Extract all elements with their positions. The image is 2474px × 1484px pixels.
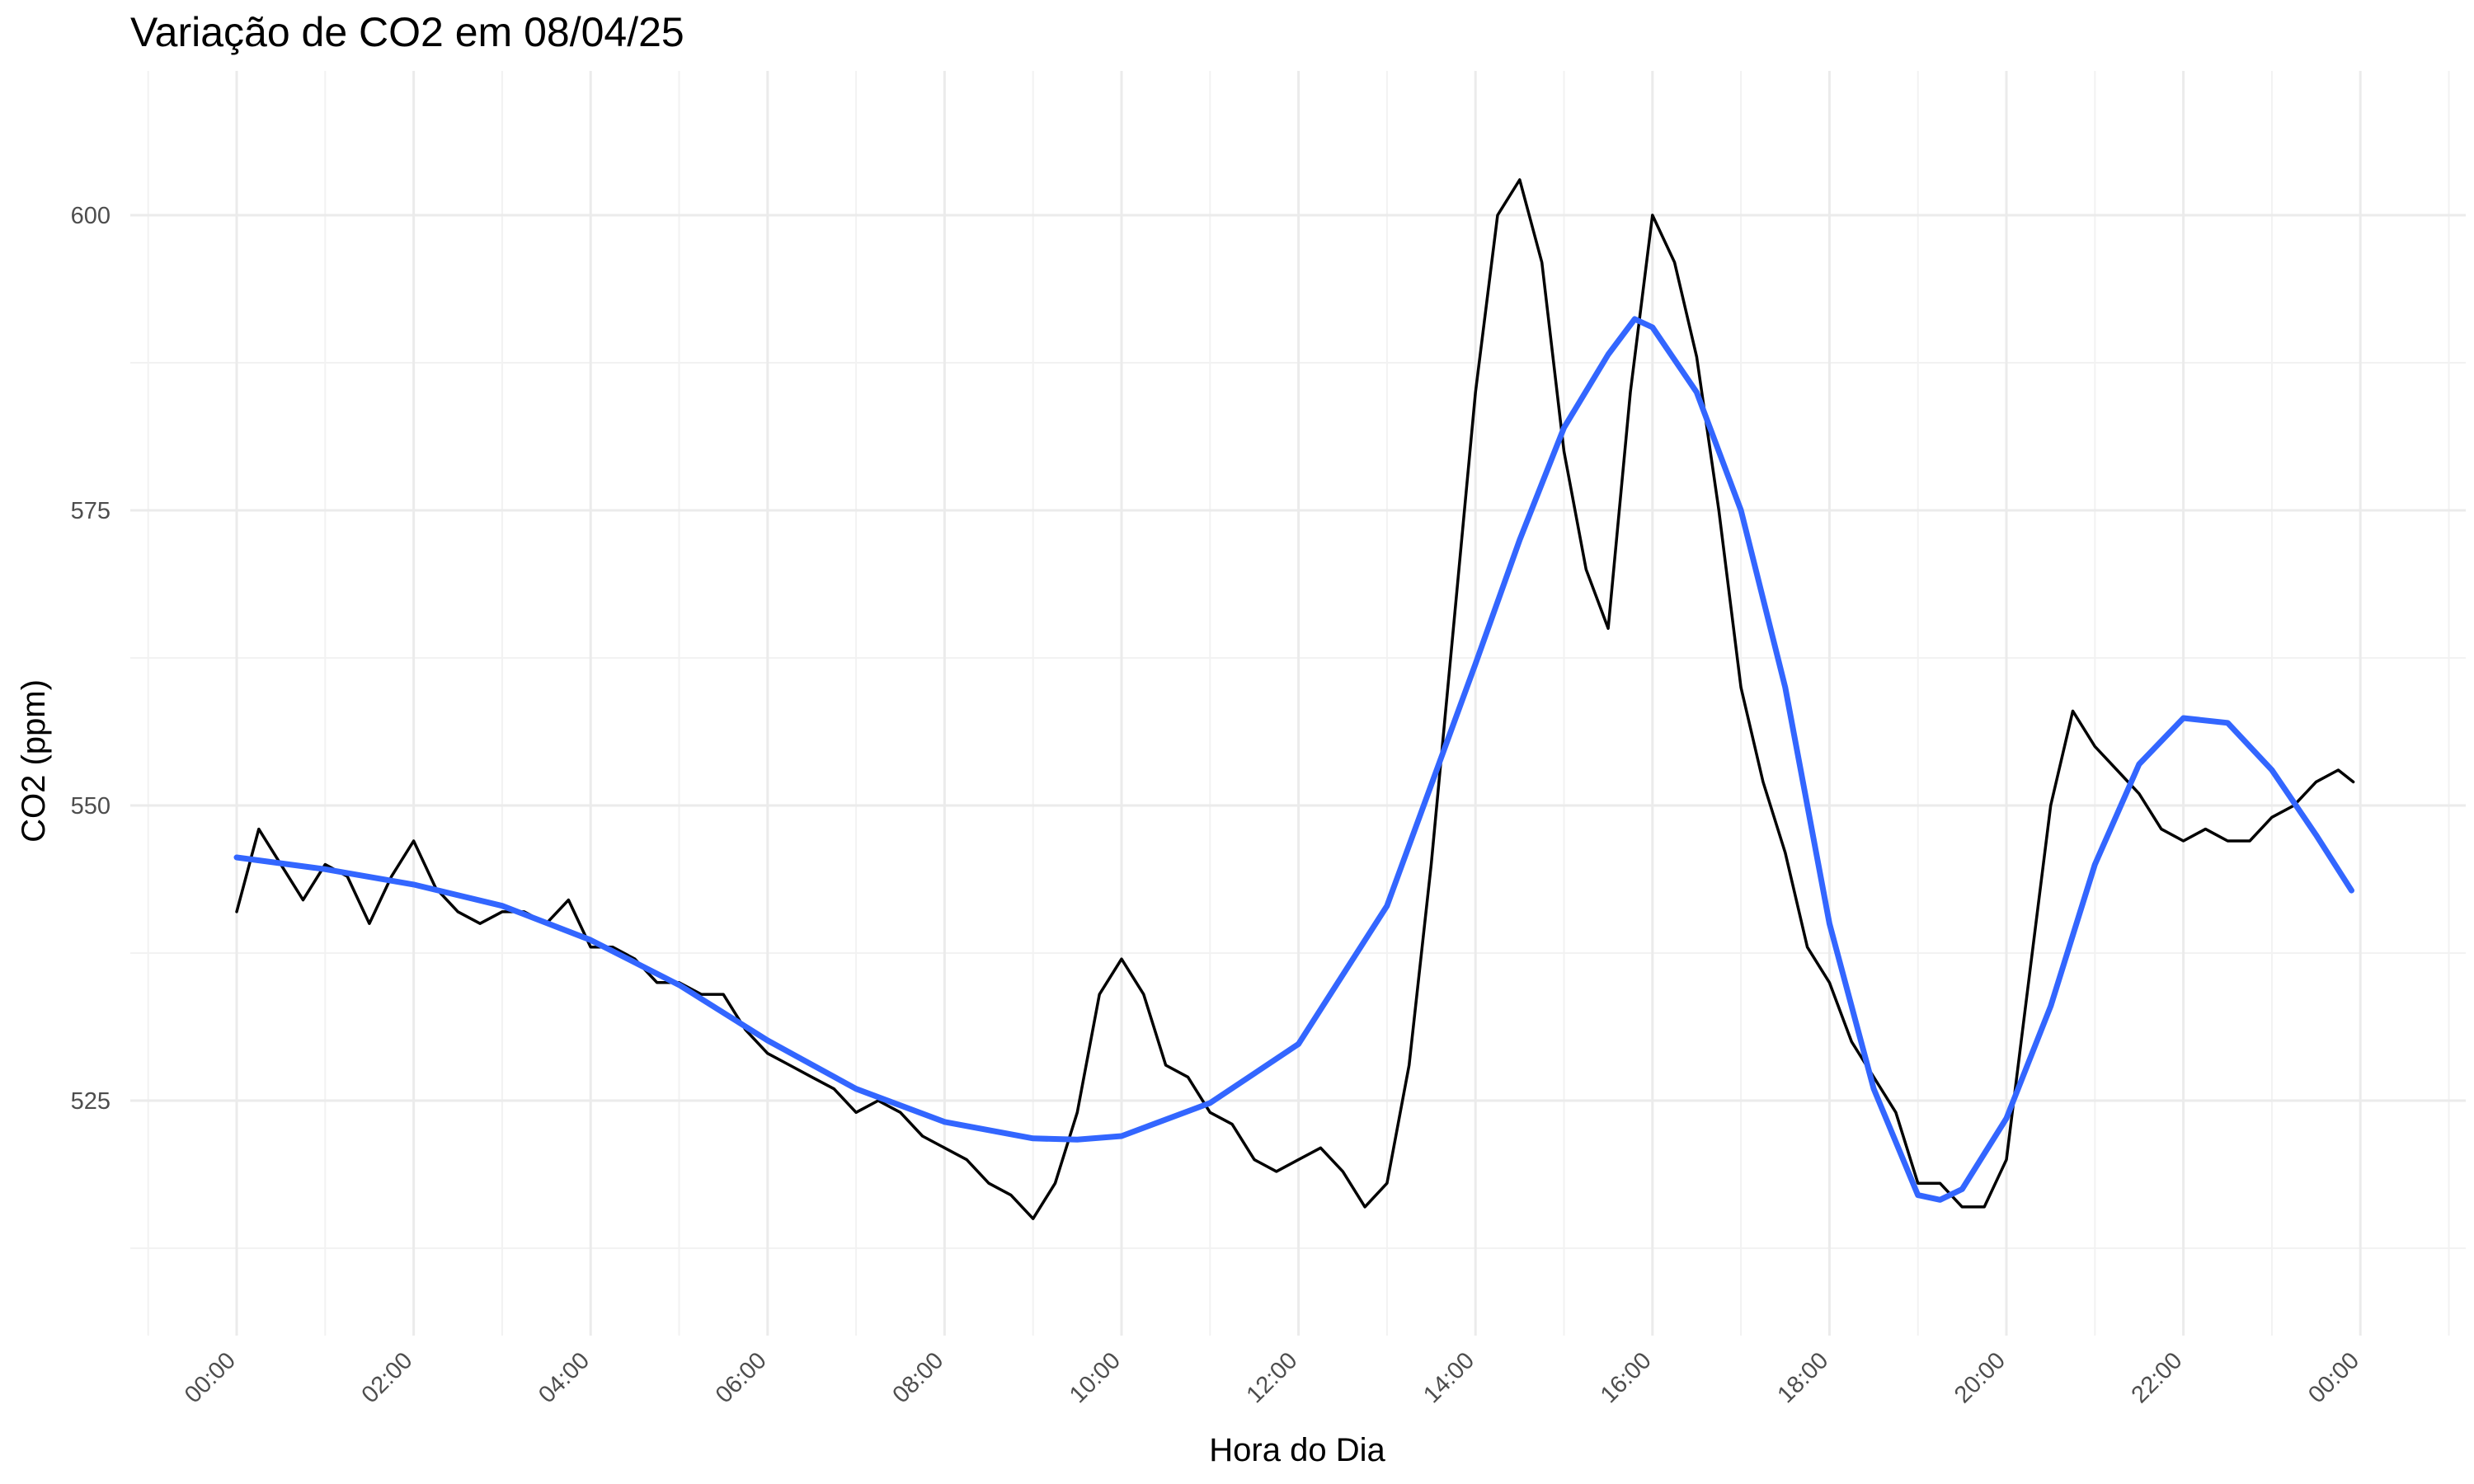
- series-layer: [233, 178, 2355, 1220]
- y-tick-label: 575: [71, 498, 111, 524]
- y-axis-title: CO2 (ppm): [16, 679, 52, 843]
- x-tick-label: 04:00: [534, 1347, 595, 1408]
- x-tick-label: 18:00: [1772, 1347, 1833, 1408]
- x-tick-label: 00:00: [180, 1347, 241, 1408]
- x-tick-label: 16:00: [1596, 1347, 1657, 1408]
- x-axis: 00:00 02:00 04:00 06:00 08:00 10:00 12:00 14:00…: [180, 1347, 2364, 1408]
- x-tick-label: 14:00: [1418, 1347, 1479, 1408]
- x-tick-label: 20:00: [1950, 1347, 2011, 1408]
- grid-major: [130, 71, 2466, 1336]
- x-tick-label: 22:00: [2127, 1347, 2188, 1408]
- y-tick-label: 600: [71, 203, 111, 229]
- x-tick-label: 08:00: [887, 1347, 948, 1408]
- x-tick-label: 06:00: [711, 1347, 772, 1408]
- chart-title: Variação de CO2 em 08/04/25: [130, 9, 684, 55]
- y-tick-label: 525: [71, 1088, 111, 1115]
- y-tick-label: 550: [71, 793, 111, 819]
- smoothed-trend-line: [233, 316, 2354, 1203]
- co2-measurement-line: [235, 178, 2355, 1220]
- x-tick-label: 10:00: [1065, 1347, 1126, 1408]
- x-tick-label: 12:00: [1242, 1347, 1303, 1408]
- x-axis-title: Hora do Dia: [1209, 1432, 1385, 1468]
- x-tick-label: 00:00: [2303, 1347, 2364, 1408]
- x-tick-label: 02:00: [357, 1347, 418, 1408]
- y-axis: 525 550 575 600: [71, 203, 111, 1115]
